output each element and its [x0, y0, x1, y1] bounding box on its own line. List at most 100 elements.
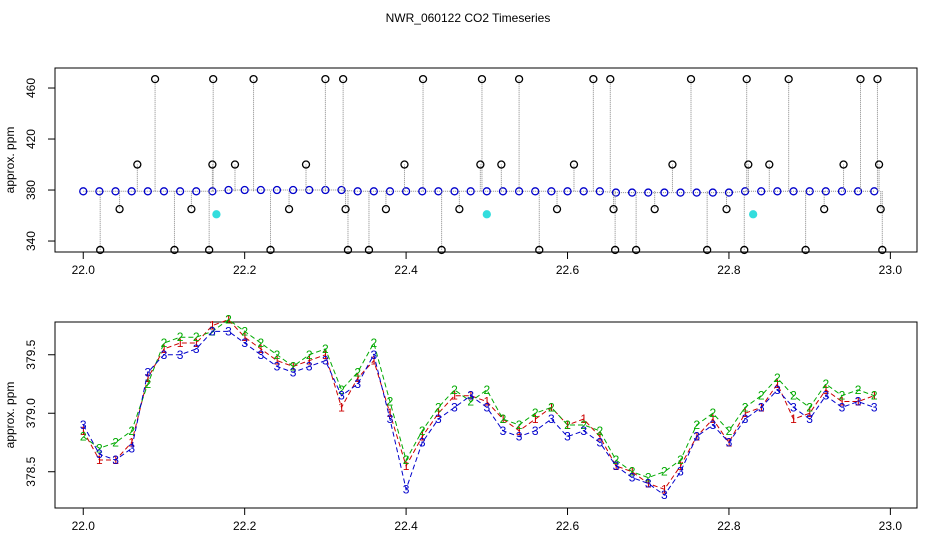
point-symbol: 3	[709, 418, 716, 432]
point-symbol: 3	[177, 348, 184, 362]
point-symbol: 3	[403, 482, 410, 496]
point-symbol: 1	[419, 430, 426, 444]
point-symbol: 2	[209, 324, 216, 338]
point-symbol: 2	[645, 471, 652, 485]
point-symbol: 3	[193, 342, 200, 356]
point	[722, 205, 731, 214]
point-symbol: 1	[709, 412, 716, 426]
point	[742, 74, 751, 84]
point-symbol: 3	[451, 400, 458, 414]
x-tick-label: 22.2	[233, 263, 257, 277]
point	[498, 187, 508, 196]
point-symbol: 3	[645, 476, 652, 490]
point	[249, 74, 258, 84]
point-symbol: 3	[580, 424, 587, 438]
x-tick-label: 22.6	[556, 519, 580, 533]
point	[668, 160, 677, 169]
point	[159, 187, 169, 196]
point-symbol: 2	[855, 383, 862, 397]
point-symbol: 3	[144, 365, 151, 379]
point-symbol: 3	[435, 412, 442, 426]
point-symbol: 3	[629, 471, 636, 485]
point-symbol: 2	[338, 383, 345, 397]
point-symbol: 3	[613, 459, 620, 473]
y-tick-label: 380	[24, 180, 38, 200]
point	[482, 187, 491, 196]
point-symbol: 3	[742, 412, 749, 426]
point	[740, 245, 749, 255]
point	[801, 245, 810, 255]
point	[240, 185, 249, 195]
point-symbol: 3	[483, 400, 490, 414]
point-symbol: 3	[161, 348, 168, 362]
point-symbol: 1	[500, 412, 507, 426]
point	[820, 205, 829, 214]
point-symbol: 3	[532, 424, 539, 438]
point-symbol: 3	[661, 488, 668, 502]
point-symbol: 3	[677, 465, 684, 479]
point-symbol: 1	[161, 342, 168, 356]
point	[477, 74, 487, 84]
y-tick-label: 379.0	[24, 398, 38, 428]
point-symbol: 1	[241, 330, 248, 344]
point-symbol: 3	[306, 359, 313, 373]
point-symbol: 3	[822, 389, 829, 403]
point-symbol: 2	[758, 389, 765, 403]
point-symbol: 2	[564, 418, 571, 432]
point-symbol: 2	[790, 389, 797, 403]
y-tick-label: 420	[24, 129, 38, 149]
point-symbol: 2	[322, 342, 329, 356]
point	[631, 245, 641, 255]
point-symbol: 2	[225, 313, 232, 327]
point	[547, 187, 556, 196]
point-symbol: 3	[112, 453, 119, 467]
point	[497, 160, 506, 169]
point-symbol: 1	[209, 319, 216, 333]
point	[305, 185, 314, 195]
point-symbol: 2	[726, 424, 733, 438]
point	[650, 205, 659, 214]
point-symbol: 1	[839, 395, 846, 409]
point-symbol: 3	[96, 447, 103, 461]
point-symbol: 2	[274, 348, 281, 362]
point	[418, 74, 428, 84]
point	[450, 187, 459, 196]
point-symbol: 2	[80, 430, 87, 444]
point	[95, 187, 104, 196]
point-symbol: 3	[241, 336, 248, 350]
point	[385, 187, 395, 196]
point-symbol: 1	[144, 371, 151, 385]
point-symbol: 3	[693, 430, 700, 444]
point	[482, 210, 491, 219]
point-symbol: 1	[225, 313, 232, 327]
point-symbol: 3	[225, 324, 232, 338]
point-symbol: 2	[144, 377, 151, 391]
y-axis-label: approx. ppm	[3, 382, 17, 449]
point	[208, 160, 217, 169]
point-symbol: 1	[338, 400, 345, 414]
point-symbol: 3	[596, 435, 603, 449]
point-symbol: 3	[419, 435, 426, 449]
point-symbol: 3	[564, 430, 571, 444]
point-symbol: 1	[370, 354, 377, 368]
point-symbol: 3	[322, 354, 329, 368]
point-symbol: 1	[564, 418, 571, 432]
point-symbol: 1	[274, 354, 281, 368]
point-symbol: 2	[435, 400, 442, 414]
point	[627, 188, 637, 197]
point	[212, 210, 221, 219]
point-symbol: 3	[855, 395, 862, 409]
point	[535, 245, 544, 255]
x-tick-label: 22.2	[233, 519, 257, 533]
point	[853, 187, 863, 196]
point-symbol: 1	[645, 476, 652, 490]
point	[466, 187, 475, 196]
point	[272, 185, 282, 195]
point-symbol: 1	[596, 430, 603, 444]
point-symbol: 2	[306, 348, 313, 362]
point	[192, 187, 201, 196]
point	[343, 245, 353, 255]
series-line	[82, 330, 875, 496]
point-symbol: 2	[161, 336, 168, 350]
